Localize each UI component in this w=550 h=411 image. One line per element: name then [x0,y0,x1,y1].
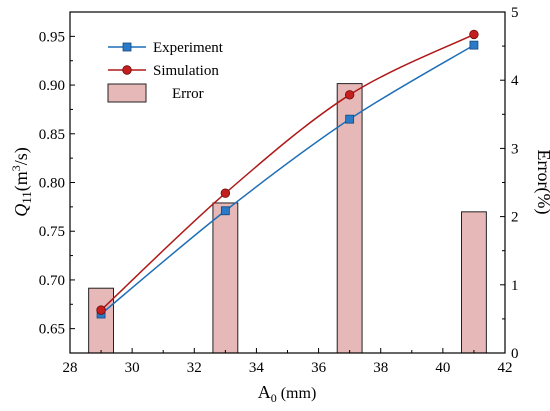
axis-tick-labels: 28 30 32 34 36 38 40 420.650.700.750.800.850.90… [39,5,519,376]
y-left-tick-label-4: 0.85 [39,127,65,143]
y-right-tick-label-2: 2 [511,210,519,226]
error-bars [88,83,487,354]
legend-experiment-label: Experiment [153,40,224,56]
x-tick-label-5: 38 [373,360,388,376]
simulation-point-2 [344,90,355,100]
x-tick-label-3: 34 [249,360,265,376]
legend-experiment-marker [122,42,132,52]
simulation-line [100,33,475,311]
simulation-point-1 [220,188,231,198]
simulation-point-0 [96,305,106,315]
error-bar-3 [461,211,487,354]
x-tick-label-1: 30 [125,360,140,376]
x-tick-label-6: 40 [435,360,450,376]
legend: Experiment Simulation Error [107,40,224,103]
x-axis-title: A0 (mm) [258,382,317,405]
legend-simulation-label: Simulation [153,63,219,79]
legend-error-label: Error [172,86,204,102]
error-bar-2 [336,83,363,354]
experiment-line [100,44,475,315]
simulation-point-3 [469,29,479,40]
y-right-axis-title: Error(%) [533,150,550,215]
y-left-tick-label-2: 0.75 [39,224,65,240]
experiment-point-3 [469,40,479,50]
x-tick-label-0: 28 [63,360,78,376]
y-left-tick-label-3: 0.80 [39,176,65,192]
x-tick-label-4: 36 [311,360,327,376]
y-right-tick-label-1: 1 [511,278,519,294]
x-tick-label-7: 42 [498,360,513,376]
legend-error-swatch [107,83,147,103]
x-tick-label-2: 32 [187,360,202,376]
series-lines [100,33,475,315]
y-right-tick-label-4: 4 [511,73,519,89]
axis-ticks [69,11,506,354]
y-left-tick-label-6: 0.95 [39,29,65,45]
y-right-tick-label-3: 3 [511,141,519,157]
y-right-tick-label-5: 5 [511,5,519,21]
y-left-tick-label-1: 0.70 [39,273,65,289]
y-left-tick-label-5: 0.90 [39,78,65,94]
experiment-point-1 [220,206,230,216]
series-markers [96,29,479,319]
y-left-tick-label-0: 0.65 [39,322,65,338]
y-right-tick-label-0: 0 [511,346,519,362]
y-left-axis-title: Q11(m3/s) [9,147,34,217]
legend-simulation-marker [122,65,132,75]
error-bar-1 [212,202,239,354]
error-bar-0 [88,287,115,354]
experiment-point-2 [345,114,355,124]
